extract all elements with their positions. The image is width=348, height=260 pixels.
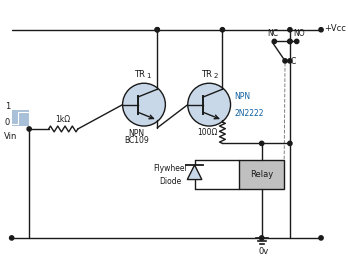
Text: 1: 1 — [146, 73, 150, 79]
Circle shape — [155, 28, 159, 32]
Circle shape — [188, 83, 231, 126]
Text: NPN: NPN — [235, 92, 251, 101]
Text: C: C — [291, 57, 296, 66]
Text: 0: 0 — [5, 118, 10, 127]
Circle shape — [319, 236, 323, 240]
Circle shape — [288, 59, 292, 63]
Circle shape — [27, 127, 31, 131]
Text: Relay: Relay — [250, 170, 273, 179]
Circle shape — [9, 236, 14, 240]
Circle shape — [283, 59, 287, 63]
Circle shape — [288, 141, 292, 146]
Text: NC: NC — [267, 29, 278, 37]
Text: 1kΩ: 1kΩ — [56, 115, 71, 124]
Circle shape — [272, 39, 276, 44]
Circle shape — [288, 39, 292, 44]
Circle shape — [288, 28, 292, 32]
Text: 100Ω: 100Ω — [197, 128, 218, 137]
FancyBboxPatch shape — [239, 160, 284, 189]
Text: Flywheel: Flywheel — [153, 164, 187, 173]
Text: TR: TR — [134, 70, 144, 79]
Polygon shape — [187, 165, 202, 180]
Text: BC109: BC109 — [124, 136, 149, 145]
Text: 0v: 0v — [259, 247, 269, 256]
Circle shape — [220, 28, 224, 32]
Circle shape — [155, 28, 159, 32]
FancyBboxPatch shape — [12, 110, 29, 126]
Text: NO: NO — [293, 29, 304, 37]
Text: Diode: Diode — [159, 177, 181, 186]
Text: 2N2222: 2N2222 — [235, 108, 264, 118]
Text: +Vcc: +Vcc — [324, 24, 346, 33]
Circle shape — [294, 39, 299, 44]
Circle shape — [288, 39, 292, 44]
Text: NPN: NPN — [128, 129, 144, 138]
Text: 1: 1 — [5, 102, 10, 112]
Text: Vin: Vin — [4, 132, 17, 141]
Text: 2: 2 — [213, 73, 218, 79]
Text: TR: TR — [201, 70, 212, 79]
Circle shape — [260, 236, 264, 240]
Circle shape — [260, 141, 264, 146]
Circle shape — [319, 28, 323, 32]
Circle shape — [122, 83, 165, 126]
